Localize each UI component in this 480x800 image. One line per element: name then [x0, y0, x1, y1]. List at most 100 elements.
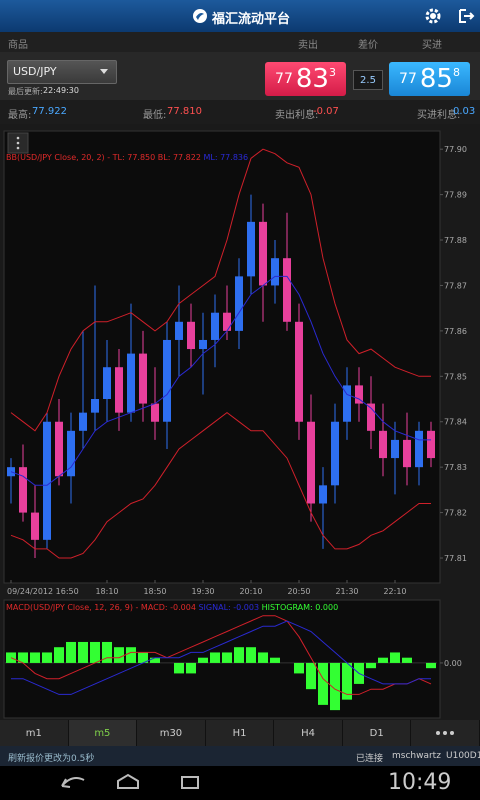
home-button[interactable] — [117, 773, 139, 789]
candle-body — [67, 430, 75, 477]
column-label: 卖出 — [298, 40, 318, 51]
buy-button[interactable]: 77 85 8 — [389, 62, 470, 96]
indicator-line — [10, 411, 431, 559]
candle-body — [403, 439, 411, 468]
histogram-bar — [66, 641, 76, 663]
dropdown-arrow — [100, 69, 108, 74]
sell-button[interactable]: 77 83 3 — [265, 62, 346, 96]
system-bar: 10:49 — [0, 766, 480, 800]
indicator-label-part: ML: 77.836 — [201, 153, 248, 162]
account: U100D1 — [446, 751, 480, 761]
histogram-bar — [366, 662, 376, 669]
candle-body — [331, 421, 339, 486]
stat-label: 买进利息: — [417, 110, 461, 121]
timeframe-tabs: m1 m5 m30 H1 H4 D1 — [0, 720, 480, 746]
status-bar: 刷新报价更改为0.5秒 已连接 mschwartz U100D1 — [0, 746, 480, 766]
histogram-bar — [174, 662, 184, 674]
timeframe-tab[interactable]: D1 — [343, 720, 412, 746]
x-tick-label: 20:10 — [239, 587, 262, 596]
candle-body — [343, 385, 351, 422]
indicator-label: MACD(USD/JPY Close, 12, 26, 9) - MACD: -… — [6, 603, 338, 612]
settings-button[interactable] — [420, 4, 446, 28]
sell-price-big-figure: 77 — [275, 71, 293, 87]
stat-value: 0.03 — [453, 106, 476, 117]
last-update-label: 最后更新: — [8, 87, 43, 96]
candle-body — [283, 258, 291, 322]
y-tick-label: 77.84 — [444, 418, 467, 427]
candle-body — [175, 321, 183, 340]
spread: 2.5 — [353, 70, 383, 90]
histogram-bar — [390, 652, 400, 663]
candle-body — [91, 399, 99, 413]
histogram-bar — [54, 647, 64, 663]
charts: BB(USD/JPY Close, 20, 2) - TL: 77.850 BL… — [3, 130, 467, 719]
last-update: 22:49:30 — [43, 86, 79, 95]
buy-price-pips: 85 — [419, 64, 453, 94]
x-tick-label: 20:50 — [287, 587, 310, 596]
candle-body — [199, 339, 207, 350]
histogram-bar — [102, 641, 112, 663]
clock: 10:49 — [388, 770, 452, 795]
histogram-bar — [378, 657, 388, 663]
timeframe-tab[interactable]: m5 — [68, 720, 138, 746]
histogram-bar — [306, 662, 316, 690]
candle-body — [307, 421, 315, 504]
back-button[interactable] — [61, 777, 85, 788]
x-tick-label: 22:10 — [383, 587, 406, 596]
histogram-bar — [138, 652, 148, 663]
histogram-bar — [246, 647, 256, 663]
histogram-bar — [210, 652, 220, 663]
candle-body — [43, 421, 51, 540]
sell-price-fraction: 3 — [328, 66, 336, 79]
stat-value: -0.07 — [313, 106, 339, 117]
histogram-bar — [198, 657, 208, 663]
candle-body — [319, 485, 327, 504]
y-tick-label: 77.86 — [444, 327, 467, 336]
candle-body — [415, 430, 423, 468]
x-tick-label: 18:50 — [143, 587, 166, 596]
candle-body — [235, 276, 243, 331]
indicator-line — [10, 148, 431, 432]
candle-body — [139, 353, 147, 404]
histogram-bar — [186, 662, 196, 674]
buy-price-fraction: 8 — [452, 66, 460, 79]
y-tick-label: 77.83 — [444, 463, 467, 472]
histogram-bar — [30, 652, 40, 663]
histogram-bar — [126, 647, 136, 663]
more-button[interactable] — [411, 720, 480, 746]
x-tick-label: 09/24/2012 16:50 — [7, 587, 79, 596]
timeframe-tab[interactable]: H4 — [274, 720, 343, 746]
timeframe-tab[interactable]: H1 — [206, 720, 275, 746]
candle-body — [247, 221, 255, 277]
stat-label: 最高: — [8, 110, 32, 121]
logo — [193, 9, 207, 23]
indicator-line — [11, 620, 431, 695]
candle-body — [127, 353, 135, 413]
candle-body — [271, 258, 279, 286]
y-tick-label: 77.89 — [444, 191, 467, 200]
exit-button[interactable] — [452, 4, 478, 28]
stat-value: 77.922 — [32, 106, 67, 117]
candle-body — [211, 312, 219, 340]
timeframe-tab[interactable]: m30 — [137, 720, 206, 746]
indicator-label-part: HISTOGRAM: 0.000 — [259, 603, 338, 612]
status-message: 刷新报价更改为0.5秒 — [8, 754, 95, 764]
y-tick-label: 77.87 — [444, 281, 467, 290]
symbol-dropdown[interactable]: USD/JPY — [7, 60, 117, 84]
histogram-bar — [402, 657, 412, 663]
histogram-bar — [426, 662, 436, 669]
histogram-bar — [270, 657, 280, 663]
stat-label: 卖出利息: — [275, 110, 319, 121]
histogram-bar — [6, 652, 16, 663]
candle-body — [379, 430, 387, 459]
app-title: 福汇流动平台 — [212, 12, 291, 27]
recents-button[interactable] — [181, 776, 199, 789]
candle-body — [295, 321, 303, 422]
symbol: USD/JPY — [13, 65, 57, 78]
stat-value: 77.810 — [167, 106, 202, 117]
timeframe-tab[interactable]: m1 — [0, 720, 69, 746]
connection-status: 已连接 — [356, 754, 384, 764]
y-tick-label: 77.85 — [444, 372, 467, 381]
x-tick-label: 21:30 — [335, 587, 358, 596]
